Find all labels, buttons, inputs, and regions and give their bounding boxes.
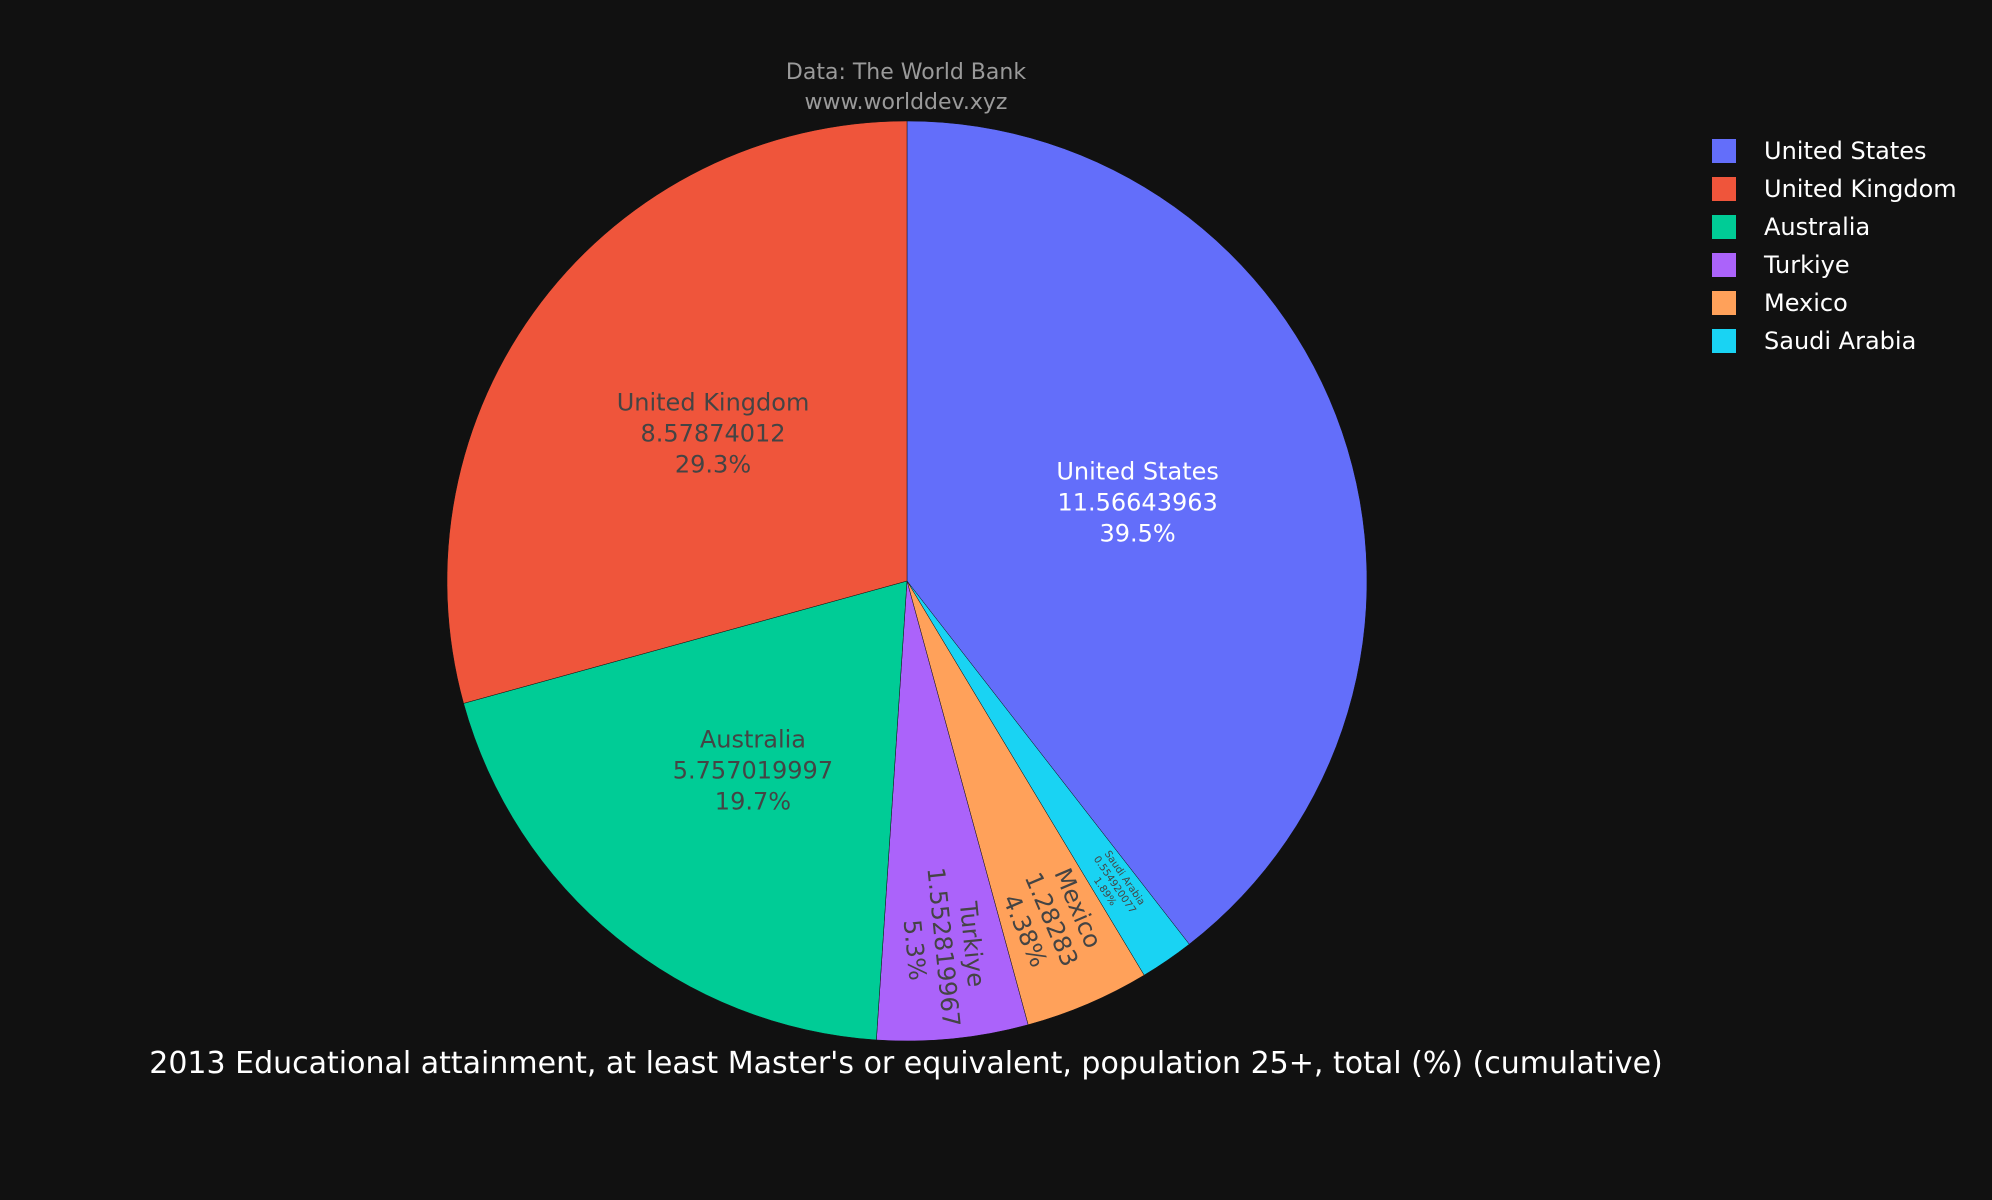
slice-percent: 19.7%: [715, 787, 791, 815]
slice-value: 5.757019997: [673, 756, 833, 784]
slice-value: 8.57874012: [640, 420, 785, 448]
slice-percent: 5.3%: [898, 918, 932, 981]
legend-swatch: [1712, 291, 1736, 315]
pie-slice-united-kingdom[interactable]: [446, 120, 908, 704]
slice-name: United States: [1056, 457, 1219, 485]
source-line-2: www.worlddev.xyz: [804, 90, 1008, 115]
legend-label: Saudi Arabia: [1764, 327, 1917, 355]
slice-name: Australia: [700, 725, 806, 753]
legend-label: Mexico: [1764, 289, 1848, 317]
pie-slice-turkiye[interactable]: [876, 580, 1029, 1042]
source-line-1: Data: The World Bank: [785, 60, 1027, 85]
legend-swatch: [1712, 177, 1736, 201]
legend-item-turkiye[interactable]: Turkiye: [1712, 246, 1957, 284]
legend-item-australia[interactable]: Australia: [1712, 208, 1957, 246]
slice-percent: 29.3%: [675, 451, 751, 479]
legend-label: Australia: [1764, 213, 1871, 241]
legend-swatch: [1712, 253, 1736, 277]
slice-percent: 39.5%: [1099, 519, 1175, 547]
legend: United States United Kingdom Australia Turk…: [1712, 132, 1957, 360]
legend-label: Turkiye: [1764, 251, 1850, 279]
legend-item-united-kingdom[interactable]: United Kingdom: [1712, 170, 1957, 208]
legend-item-mexico[interactable]: Mexico: [1712, 284, 1957, 322]
legend-item-united-states[interactable]: United States: [1712, 132, 1957, 170]
slice-label-united-states: United States 11.56643963 39.5%: [1056, 457, 1219, 547]
slice-label-australia: Australia 5.757019997 19.7%: [673, 725, 833, 815]
chart-title: 2013 Educational attainment, at least Ma…: [149, 1046, 1663, 1081]
legend-item-saudi-arabia[interactable]: Saudi Arabia: [1712, 322, 1957, 360]
slice-label-united-kingdom: United Kingdom 8.57874012 29.3%: [617, 389, 810, 479]
legend-label: United Kingdom: [1764, 175, 1957, 203]
slice-name: United Kingdom: [617, 389, 810, 417]
pie-slice-united-states[interactable]: [906, 120, 1368, 945]
slice-value: 11.56643963: [1057, 488, 1217, 516]
chart-source: Data: The World Bank www.worlddev.xyz: [0, 58, 1812, 118]
legend-label: United States: [1764, 137, 1927, 165]
legend-swatch: [1712, 329, 1736, 353]
pie-slice-australia[interactable]: [463, 580, 908, 1041]
legend-swatch: [1712, 215, 1736, 239]
legend-swatch: [1712, 139, 1736, 163]
